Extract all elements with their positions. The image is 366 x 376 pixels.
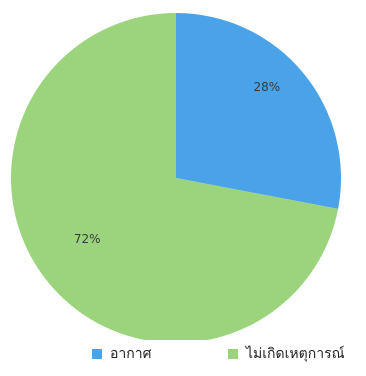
legend-label-no-incident: ไม่เกิดเหตุการณ์ (246, 346, 345, 362)
pie-label-air: 28% (253, 80, 280, 94)
pie-label-no-incident: 72% (74, 232, 101, 246)
legend-swatch-air (92, 349, 102, 359)
pie-slice-no-incident (11, 13, 339, 340)
legend: อากาศ ไม่เกิดเหตุการณ์ (0, 342, 366, 372)
legend-swatch-no-incident (228, 349, 238, 359)
pie-chart: 28% 72% (11, 13, 341, 340)
pie-slice-air (176, 13, 341, 209)
legend-item-air: อากาศ (92, 342, 152, 366)
legend-item-no-incident: ไม่เกิดเหตุการณ์ (228, 342, 345, 366)
legend-label-air: อากาศ (110, 346, 152, 362)
